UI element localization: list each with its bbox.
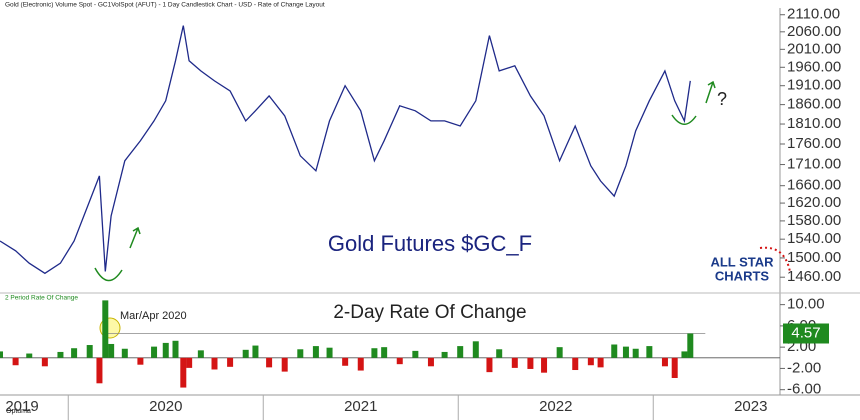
roc-bar (121, 348, 128, 358)
roc-bar (687, 333, 694, 358)
roc-bar (457, 346, 464, 358)
y-tick-label: 10.00 (787, 296, 825, 313)
y-tick-label: 1580.00 (787, 212, 841, 229)
roc-bar (396, 357, 403, 365)
highlight-arc (671, 114, 697, 125)
roc-bar (137, 357, 144, 365)
roc-bar (26, 353, 33, 358)
arrow (705, 80, 716, 104)
roc-bar (151, 346, 158, 358)
roc-bar (252, 345, 259, 358)
y-tick-label: 1460.00 (787, 268, 841, 285)
last-value-label: 4.57 (791, 324, 820, 341)
roc-bar (0, 351, 3, 358)
roc-bar (12, 357, 19, 366)
roc-bar (281, 357, 288, 372)
roc-bar (71, 348, 78, 358)
y-tick-label: -6.00 (787, 381, 821, 398)
y-tick-label: 1540.00 (787, 230, 841, 247)
x-tick-label: 2020 (149, 398, 182, 415)
roc-bar (57, 351, 64, 358)
roc-bar (661, 357, 668, 367)
roc-bar (197, 350, 204, 358)
roc-bar (41, 357, 48, 367)
chart-title: Gold Futures $GC_F (328, 231, 532, 256)
y-tick-label: 2110.00 (787, 6, 840, 23)
header: Gold (Electronic) Volume Spot - GC1VolSp… (5, 2, 325, 9)
arrow (129, 226, 141, 249)
roc-bar (572, 357, 579, 371)
logo: ALL STAR CHARTS (710, 246, 791, 283)
y-tick-label: 1620.00 (787, 194, 841, 211)
panel-title: 2-Day Rate Of Change (333, 302, 526, 323)
roc-bar (472, 341, 479, 358)
roc-bar (371, 348, 378, 358)
x-tick-label: 2022 (539, 398, 572, 415)
roc-bar (266, 357, 273, 368)
panel-subtitle: 2 Period Rate Of Change (5, 295, 78, 302)
roc-bar (342, 357, 349, 366)
roc-bar (162, 342, 169, 358)
y-tick-label: 1860.00 (787, 96, 841, 113)
roc-bar (646, 346, 653, 358)
roc-bar (412, 350, 419, 358)
roc-bar (211, 357, 218, 370)
logo-stars (759, 246, 791, 273)
roc-bar (227, 357, 234, 367)
price-line (0, 25, 691, 275)
roc-bar (180, 357, 187, 388)
roc-bar (597, 357, 604, 368)
y-tick-label: 1960.00 (787, 58, 841, 75)
y-tick-label: 1500.00 (787, 249, 841, 266)
roc-bar (632, 348, 639, 358)
roc-bar (441, 351, 448, 358)
roc-bar (541, 357, 548, 373)
roc-bar (511, 357, 518, 368)
logo-text: CHARTS (715, 268, 769, 283)
y-tick-label: 1810.00 (787, 115, 841, 132)
highlight-arc (94, 267, 123, 282)
roc-bar (622, 346, 629, 358)
roc-bar (312, 346, 319, 358)
x-tick-label: 2019 (5, 398, 38, 415)
last-value-box (783, 323, 829, 344)
roc-bar (611, 344, 618, 358)
roc-bar (681, 351, 688, 358)
roc-bar (102, 300, 109, 358)
roc-bar (587, 357, 594, 366)
roc-bar (86, 345, 93, 358)
roc-bar (357, 357, 364, 371)
y-tick-label: 1760.00 (787, 135, 841, 152)
y-tick-label: 1710.00 (787, 156, 841, 173)
y-tick-label: 1660.00 (787, 177, 841, 194)
roc-bar (242, 349, 249, 358)
roc-bar (297, 349, 304, 358)
annotation: Mar/Apr 2020 (120, 310, 187, 322)
footer: Optuma (6, 408, 31, 415)
roc-bar (671, 357, 678, 378)
y-tick-label: -2.00 (787, 359, 821, 376)
roc-bar (108, 343, 115, 358)
logo-text: ALL STAR (710, 254, 774, 269)
roc-bar (527, 357, 534, 369)
y-tick-label: 2010.00 (787, 40, 841, 57)
roc-bar (172, 340, 179, 358)
roc-bar (486, 357, 493, 373)
roc-bar (496, 349, 503, 358)
roc-bar (381, 347, 388, 358)
roc-bar (186, 357, 193, 368)
x-tick-label: 2021 (344, 398, 377, 415)
roc-bar (326, 347, 333, 358)
y-tick-label: 2060.00 (787, 23, 841, 40)
annotation: ? (717, 89, 727, 109)
x-tick-label: 2023 (734, 398, 767, 415)
roc-bar (427, 357, 434, 367)
y-tick-label: 1910.00 (787, 77, 841, 94)
roc-bar (556, 347, 563, 358)
roc-bar (96, 357, 103, 384)
